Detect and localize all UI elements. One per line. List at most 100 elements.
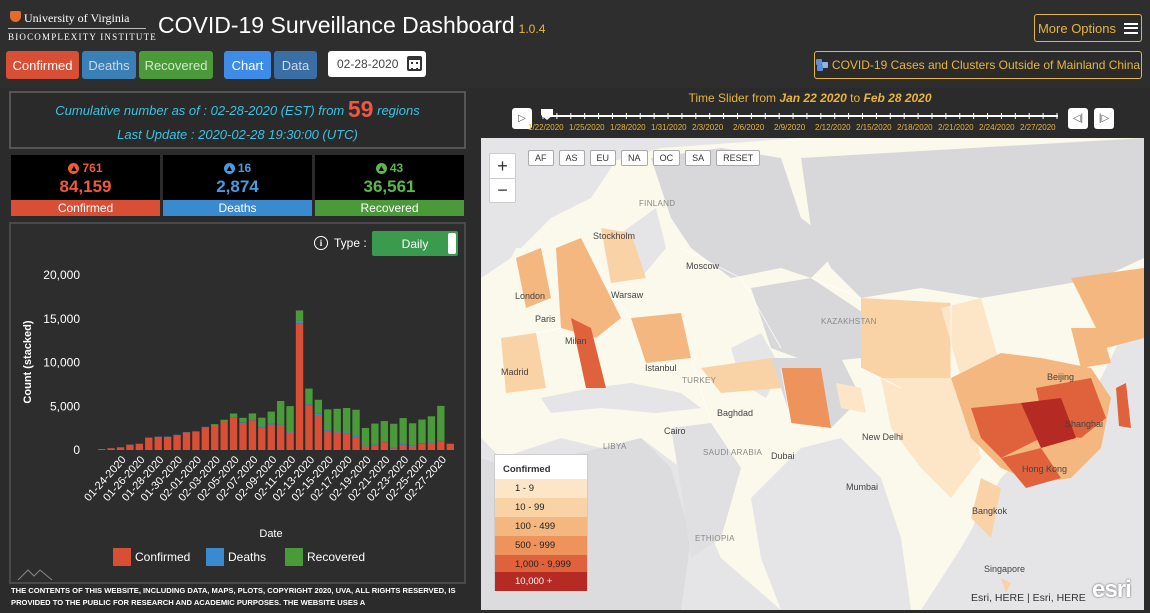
bar-segment-deaths	[418, 443, 426, 444]
region-button-eu[interactable]: EU	[589, 150, 617, 166]
clusters-label: COVID-19 Cases and Clusters Outside of M…	[831, 58, 1141, 72]
stat-recovered-label: Recovered	[315, 200, 464, 216]
more-options-button[interactable]: More Options	[1034, 14, 1142, 42]
bar-segment-deaths	[267, 423, 275, 425]
city-label-madrid: Madrid	[501, 367, 529, 377]
bar-segment-confirmed	[305, 405, 313, 450]
bar-segment-recovered	[427, 416, 436, 443]
bar-segment-confirmed	[192, 431, 200, 450]
slider-tick-label: 2/15/2020	[856, 123, 892, 132]
type-label: Type :	[334, 236, 367, 250]
bar-segment-confirmed	[126, 444, 134, 450]
city-label-istanbul: Istanbul	[645, 363, 677, 373]
y-tick-label: 20,000	[43, 268, 80, 282]
legend-row: 10 - 99	[495, 498, 587, 517]
y-tick-label: 15,000	[43, 312, 80, 326]
chart-view-button[interactable]: Chart	[224, 51, 271, 79]
zoom-out-button[interactable]: −	[490, 178, 515, 202]
stat-recovered[interactable]: ▲ 43 36,561 Recovered	[315, 155, 464, 216]
slider-track[interactable]	[542, 115, 1058, 117]
bar-segment-recovered	[314, 399, 323, 414]
bar-segment-deaths	[277, 424, 285, 426]
slider-tick-label: 2/24/2020	[979, 123, 1015, 132]
region-button-na[interactable]: NA	[621, 150, 648, 166]
city-label-shanghai: Shanghai	[1065, 419, 1104, 429]
slider-tick-label: 2/18/2020	[897, 123, 933, 132]
bar-segment-confirmed	[352, 436, 360, 450]
bar-segment-deaths	[390, 447, 398, 449]
bar-segment-confirmed	[201, 427, 209, 450]
deaths-filter-button[interactable]: Deaths	[82, 51, 136, 79]
y-tick-label: 0	[73, 443, 80, 457]
city-label-hong-kong: Hong Kong	[1022, 464, 1068, 474]
stat-deaths[interactable]: ▲ 16 2,874 Deaths	[163, 155, 312, 216]
uva-logo[interactable]: University of Virginia BIOCOMPLEXITY INS…	[8, 10, 156, 44]
region-button-reset[interactable]: RESET	[716, 150, 761, 166]
bar-segment-confirmed	[380, 442, 388, 450]
bar-segment-recovered	[286, 406, 294, 432]
stacked-bar-chart: 05,00010,00015,00020,00001-24-202001-26-…	[17, 268, 454, 581]
region-button-oc[interactable]: OC	[652, 150, 681, 166]
data-view-button[interactable]: Data	[274, 51, 317, 79]
chart-panel	[9, 222, 466, 584]
region-button-af[interactable]: AF	[528, 150, 554, 166]
step-forward-button[interactable]: |▷	[1094, 108, 1114, 129]
date-picker-input[interactable]: 02-28-2020	[328, 51, 426, 77]
country-label-finland: FINLAND	[639, 199, 676, 208]
recovered-filter-button[interactable]: Recovered	[139, 51, 213, 79]
bar-segment-confirmed	[286, 432, 294, 450]
slider-tick-label: 2/9/2020	[774, 123, 806, 132]
bar-segment-recovered	[324, 409, 332, 430]
clusters-outside-china-button[interactable]: COVID-19 Cases and Clusters Outside of M…	[814, 51, 1142, 79]
play-icon: ▷	[518, 113, 526, 124]
city-label-bangkok: Bangkok	[972, 506, 1008, 516]
bar-segment-confirmed	[408, 446, 417, 450]
stat-confirmed[interactable]: ▲ 761 84,159 Confirmed	[11, 155, 160, 216]
daily-toggle[interactable]: Daily	[372, 231, 458, 256]
slider-tick-label: 2/21/2020	[938, 123, 974, 132]
region-button-as[interactable]: AS	[558, 150, 585, 166]
slider-mid: to	[850, 91, 861, 105]
page-title-text: COVID-19 Surveillance Dashboard	[158, 12, 515, 38]
y-tick-label: 10,000	[43, 356, 80, 370]
arrow-up-icon: ▲	[223, 162, 235, 174]
country-label-saudi-arabia: SAUDI ARABIA	[703, 448, 763, 457]
country-label-libya: LIBYA	[603, 442, 627, 451]
calendar-icon[interactable]	[407, 56, 422, 71]
bar-segment-deaths	[220, 421, 228, 422]
slider-thumb[interactable]	[541, 109, 553, 120]
slider-start-date: Jan 22 2020	[779, 91, 847, 105]
time-slider	[480, 104, 1150, 137]
bar-segment-deaths	[286, 431, 294, 433]
bar-segment-recovered	[408, 423, 417, 446]
summary-prefix: Cumulative number as of : 02-28-2020 (ES…	[55, 103, 345, 118]
bar-segment-deaths	[211, 424, 219, 426]
bar-segment-recovered	[211, 424, 219, 425]
confirmed-filter-button[interactable]: Confirmed	[6, 51, 79, 79]
city-label-paris: Paris	[535, 314, 556, 324]
legend-row: 10,000 +	[495, 572, 587, 591]
city-label-singapore: Singapore	[984, 564, 1026, 574]
play-button[interactable]: ▷	[512, 108, 532, 129]
region-button-sa[interactable]: SA	[685, 150, 712, 166]
map-attribution[interactable]: Esri, HERE | Esri, HERE	[971, 592, 1086, 604]
step-back-button[interactable]: ◁|	[1068, 108, 1088, 129]
uva-shield-icon	[10, 11, 21, 22]
y-tick-label: 5,000	[50, 399, 80, 413]
bar-segment-confirmed	[98, 449, 106, 450]
logo-bottom-text: BIOCOMPLEXITY INSTITUTE	[8, 32, 158, 42]
date-value: 02-28-2020	[337, 57, 399, 71]
mountain-logo-icon	[17, 569, 53, 581]
bar-segment-confirmed	[324, 430, 332, 450]
legend-row: 100 - 499	[495, 517, 587, 536]
info-icon[interactable]: i	[314, 236, 328, 250]
bar-segment-recovered	[390, 423, 398, 448]
chart-type-row: i Type :	[314, 236, 367, 250]
page-title: COVID-19 Surveillance Dashboard 1.0.4	[158, 12, 545, 39]
zoom-in-button[interactable]: +	[497, 155, 508, 176]
time-slider-title: Time Slider from Jan 22 2020 to Feb 28 2…	[480, 91, 1140, 105]
bar-segment-confirmed	[163, 436, 172, 450]
bar-segment-confirmed	[248, 420, 257, 450]
logo-divider	[8, 28, 146, 29]
bar-segment-deaths	[305, 404, 313, 406]
